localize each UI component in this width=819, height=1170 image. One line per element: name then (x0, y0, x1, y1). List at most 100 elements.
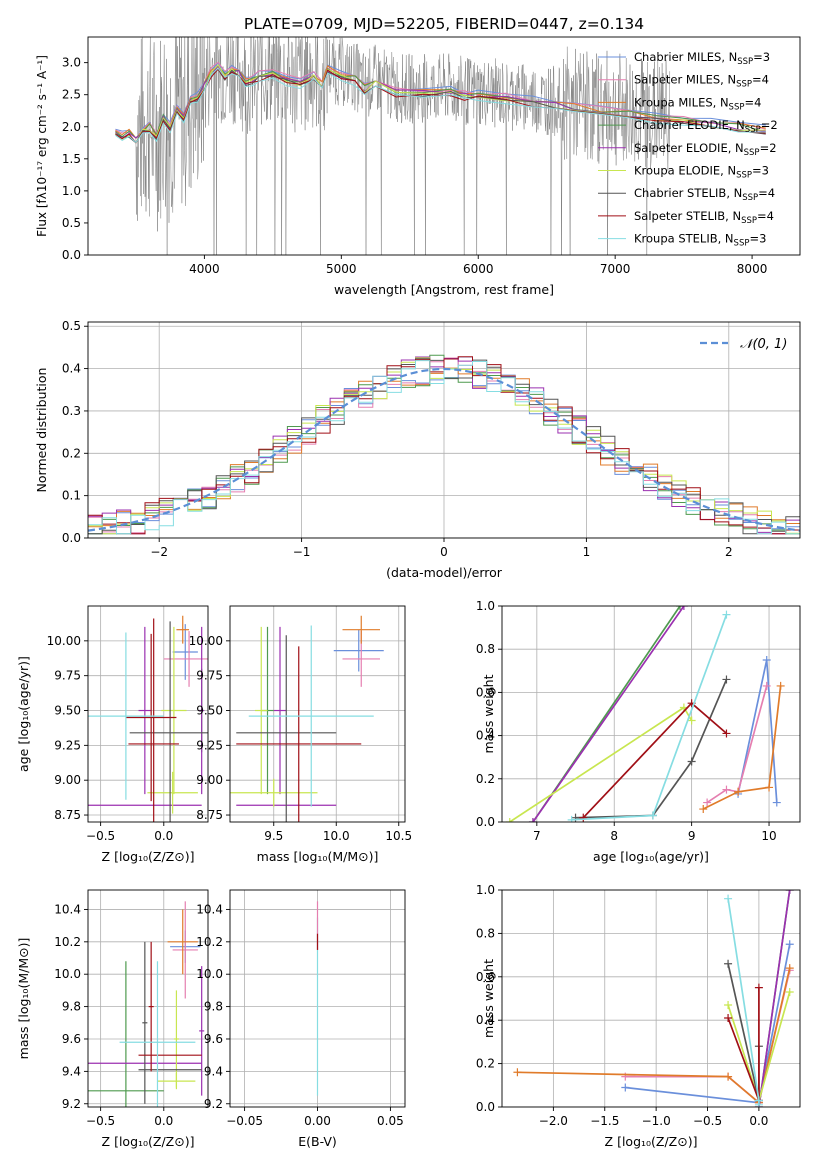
weight-point (724, 1001, 733, 1010)
model-line-kroupa-stelib (115, 67, 766, 144)
x-tick-label: 0.05 (377, 1114, 404, 1128)
weight-point (785, 987, 794, 996)
y-tick-label: 9.4 (62, 1064, 81, 1078)
y-tick-label: 0.2 (476, 1057, 495, 1071)
legend-label: Kroupa MILES, NSSP=4 (634, 95, 761, 112)
weight-point (724, 1072, 733, 1081)
weight-point (505, 818, 514, 822)
y-tick-label: 10.00 (189, 634, 223, 648)
y-tick-label: 1.5 (62, 152, 81, 166)
x-tick-label: 8 (610, 829, 618, 843)
weight-point (676, 606, 685, 610)
legend-label: Salpeter STELIB, NSSP=4 (634, 209, 774, 226)
plot-area (115, 37, 766, 255)
y-tick-label: 9.2 (62, 1097, 81, 1111)
y-tick-label: 9.50 (54, 704, 81, 718)
y-axis-label: mass [log₁₀(M/M⊙)] (16, 938, 31, 1060)
axes-frame (229, 605, 406, 823)
y-tick-label: 0.5 (62, 319, 81, 333)
y-tick-label: 8.75 (54, 808, 81, 822)
y-tick-label: 3.0 (62, 56, 81, 70)
y-tick-label: 10.4 (196, 902, 223, 916)
x-tick-label: 9 (688, 829, 696, 843)
weight-point (528, 818, 537, 822)
panel-age-vs-metallicity: −0.5 0.0 8.75 9.00 9.25 9.50 9.75 10.00 Z [log₁₀… (16, 605, 209, 864)
histogram-salpeter-stelib (88, 356, 800, 535)
y-tick-label: 0.1 (62, 489, 81, 503)
x-tick-label: 10.0 (323, 829, 350, 843)
x-axis-label: E(B-V) (298, 1134, 337, 1149)
x-tick-label: 5000 (326, 262, 357, 276)
plot-area (502, 890, 800, 1107)
y-tick-label: 2.5 (62, 88, 81, 102)
weight-point (513, 1068, 522, 1077)
legend-label: Kroupa ELODIE, NSSP=3 (634, 164, 769, 181)
weight-point (762, 681, 771, 690)
weight-point (703, 798, 712, 807)
plot-area (502, 606, 800, 822)
plot-area (88, 322, 800, 538)
weight-point (621, 1083, 630, 1092)
panel-age-vs-mass: 9.5 10.0 10.5 8.75 9.00 9.25 9.50 9.75 10.00 mass… (189, 605, 412, 864)
weight-point (754, 1100, 763, 1107)
y-tick-label: 9.6 (204, 1032, 223, 1046)
x-tick-label: −0.5 (86, 1114, 115, 1128)
x-axis-label: age [log₁₀(age/yr)] (593, 849, 709, 864)
weight-line (575, 679, 728, 819)
y-tick-label: 9.25 (196, 738, 223, 752)
x-tick-label: 0.0 (154, 829, 173, 843)
weight-point (722, 785, 731, 794)
y-tick-label: 0.3 (62, 404, 81, 418)
y-tick-label: 0.0 (476, 1100, 495, 1114)
weight-point (754, 983, 763, 992)
weight-point (579, 813, 588, 822)
weight-point (724, 959, 733, 968)
plot-area (230, 606, 405, 822)
x-axis-label: mass [log₁₀(M/M⊙)] (257, 849, 379, 864)
y-tick-label: 0.4 (476, 1013, 495, 1027)
y-tick-label: 0.4 (476, 729, 495, 743)
panel-mass-vs-metallicity: −0.5 0.0 9.2 9.4 9.6 9.8 10.0 10.2 10.4 Z [log₁₀(… (16, 889, 209, 1149)
x-tick-label: 0 (440, 545, 448, 559)
weight-point (722, 610, 731, 619)
plot-area (88, 890, 208, 1107)
weight-line (737, 659, 778, 803)
weight-point (772, 798, 781, 807)
gaussian-curve (88, 367, 800, 532)
x-axis-label: wavelength [Angstrom, rest frame] (334, 282, 554, 297)
y-tick-label: 0.2 (476, 772, 495, 786)
y-tick-label: 9.00 (196, 773, 223, 787)
figure-title: PLATE=0709, MJD=52205, FIBERID=0447, z=0… (244, 15, 644, 33)
weight-line (727, 898, 760, 1105)
y-tick-label: 9.6 (62, 1032, 81, 1046)
y-tick-label: 0.0 (62, 248, 81, 262)
x-tick-label: 0.0 (154, 1114, 173, 1128)
weight-line (571, 614, 728, 821)
x-tick-label: −1 (293, 545, 311, 559)
x-tick-label: 10.5 (385, 829, 412, 843)
y-tick-label: 2.0 (62, 120, 81, 134)
legend-label: Chabrier ELODIE, NSSP=2 (634, 118, 778, 135)
x-tick-label: −1.5 (590, 1114, 619, 1128)
weight-point (722, 675, 731, 684)
axes-frame (87, 36, 801, 256)
weight-point (762, 656, 771, 664)
y-tick-label: 10.4 (54, 902, 81, 916)
weight-point (776, 681, 785, 690)
y-tick-label: 9.4 (204, 1064, 223, 1078)
x-tick-label: 0.0 (749, 1114, 768, 1128)
weight-point (785, 964, 794, 973)
y-tick-label: 0.6 (476, 970, 495, 984)
panel-mass-weight-vs-metallicity: −2.0 −1.5 −1.0 −0.5 0.0 0.0 0.2 0.4 0.6 0.8 1.0 Z [… (476, 883, 801, 1149)
panel-spectrum: Chabrier MILES, NSSP=3 Salpeter MILES, NS… (35, 36, 801, 297)
y-tick-label: 0.8 (476, 926, 495, 940)
weight-point (724, 1014, 733, 1023)
y-tick-label: 0.2 (62, 446, 81, 460)
weight-point (699, 805, 708, 814)
plot-area (88, 606, 208, 822)
weight-point (567, 815, 576, 822)
x-tick-label: 8000 (737, 262, 768, 276)
y-tick-label: 10.00 (47, 634, 81, 648)
y-tick-label: 10.2 (196, 935, 223, 949)
y-tick-label: 8.75 (196, 808, 223, 822)
